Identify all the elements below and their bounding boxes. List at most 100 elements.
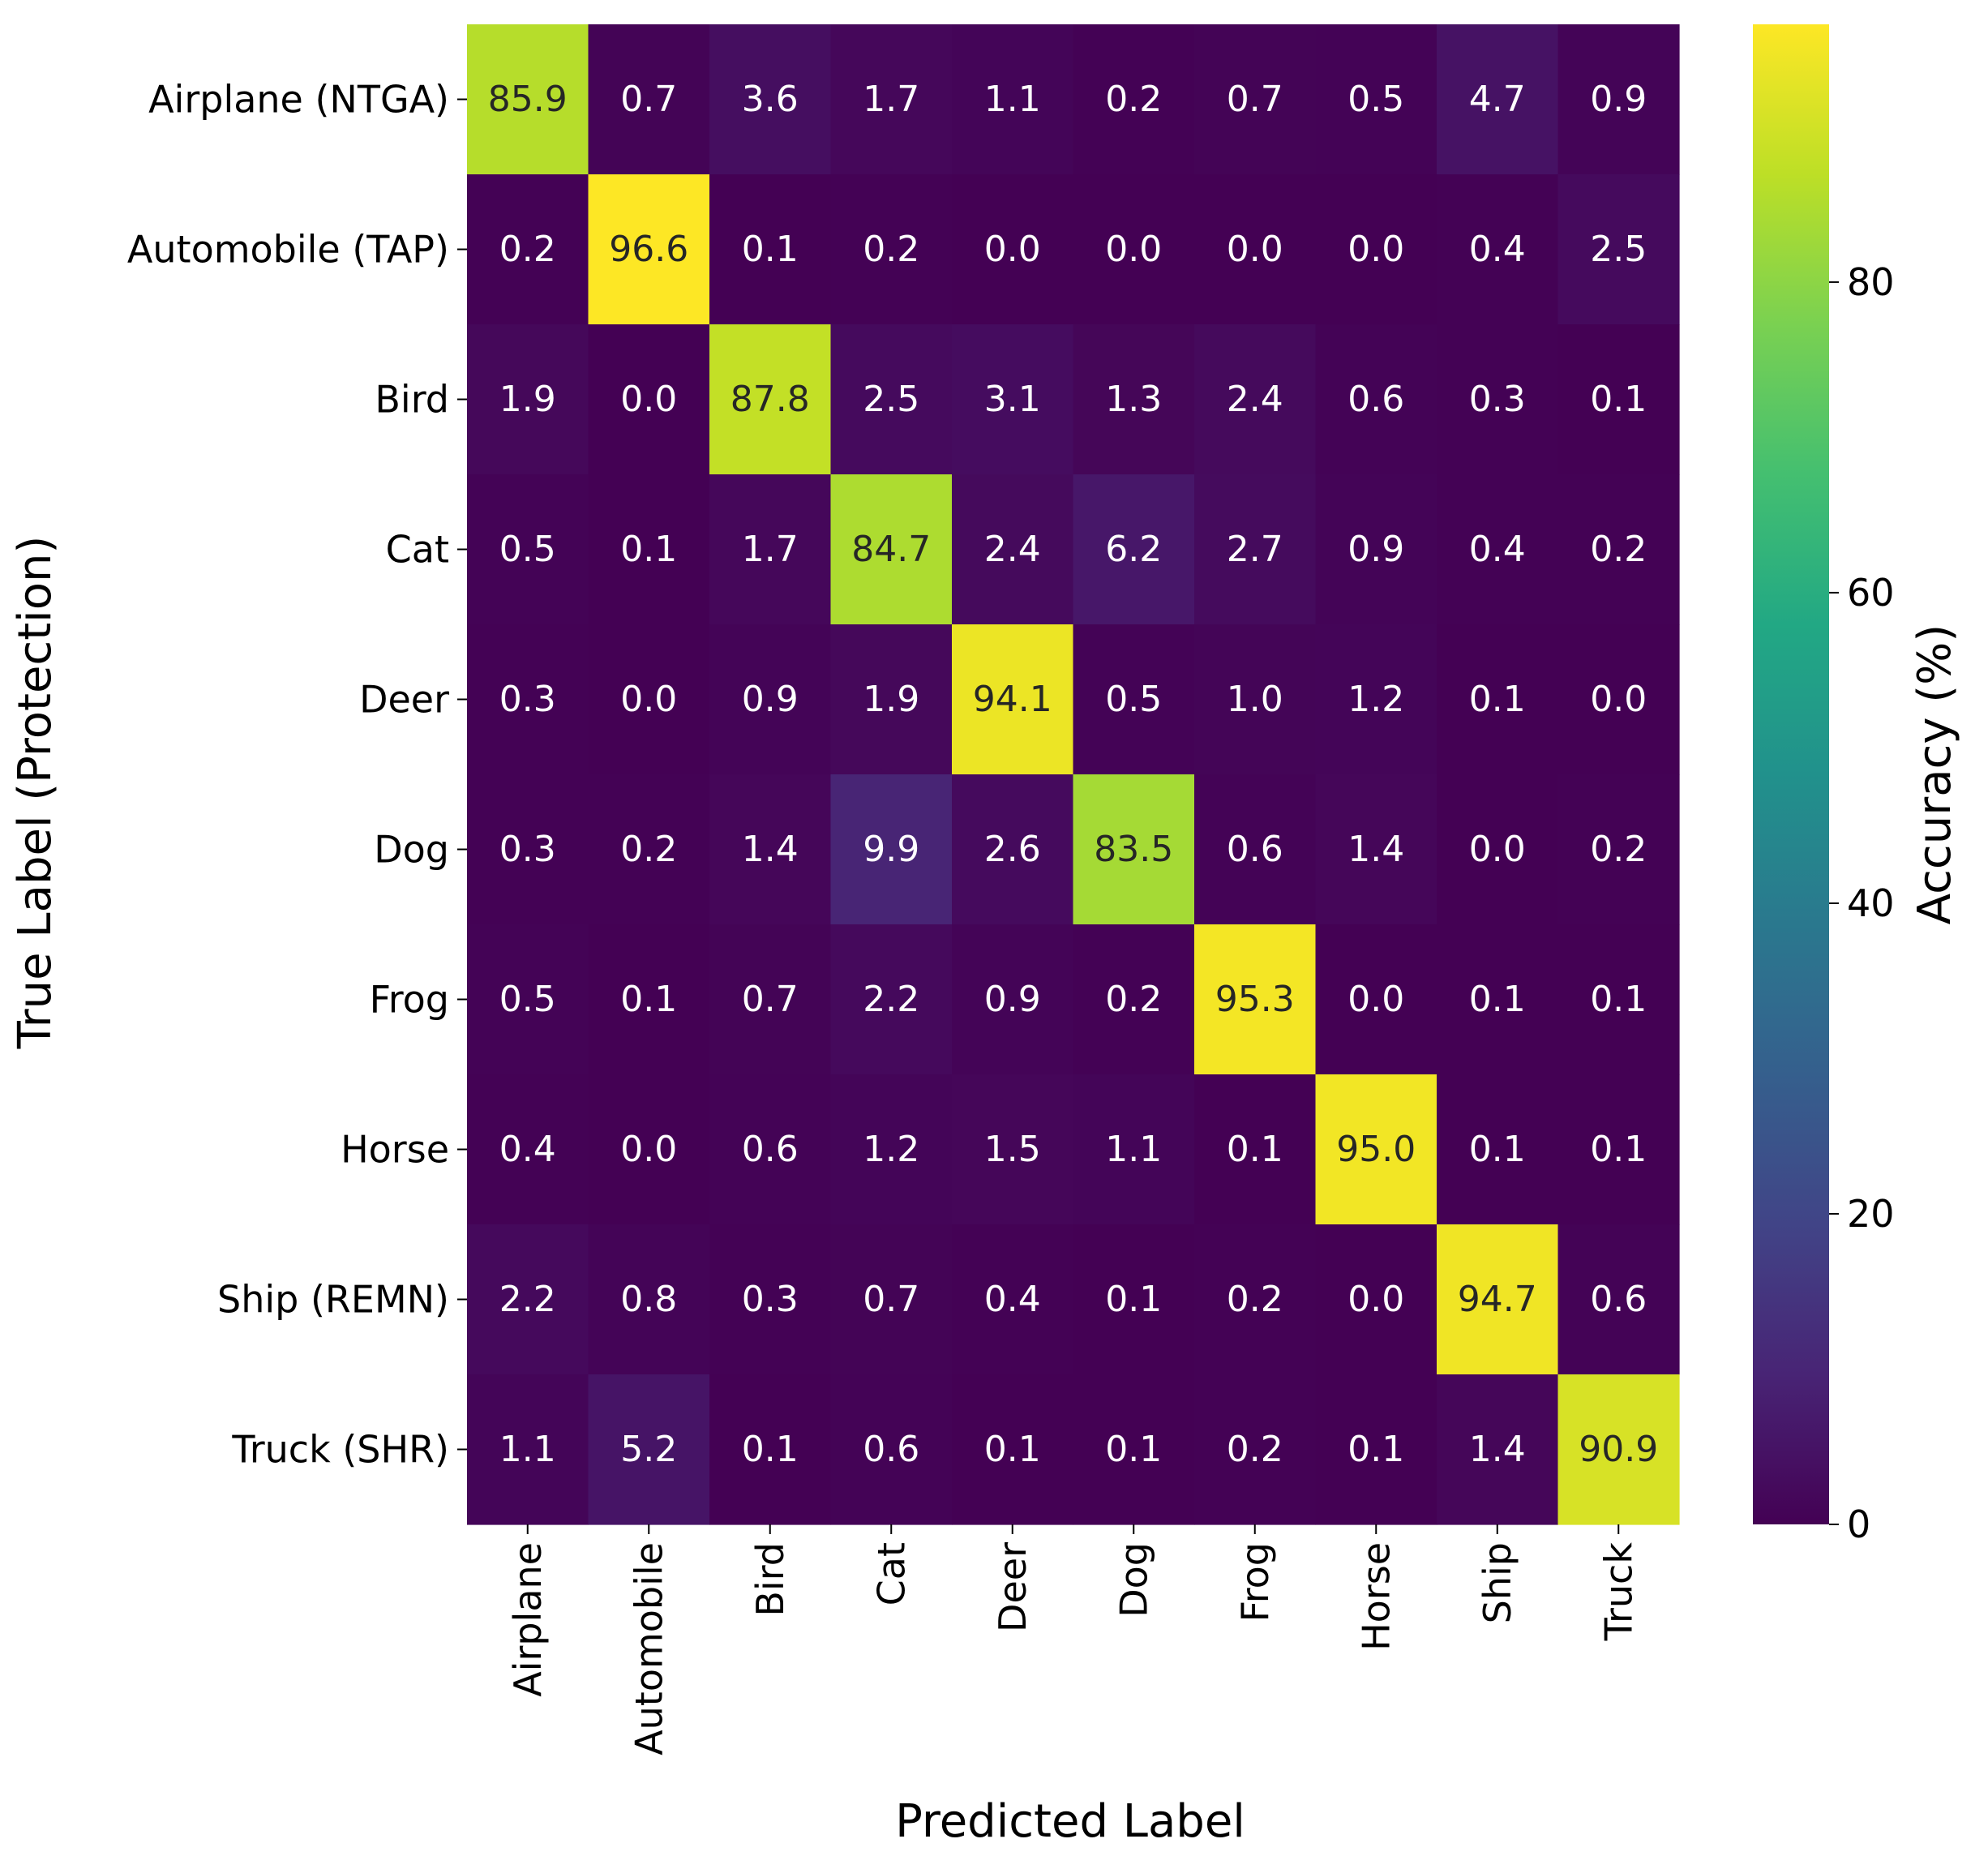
heatmap-cell [1315,624,1437,775]
heatmap-cell [952,1374,1074,1525]
cell-value-label: 0.2 [1590,529,1647,570]
cell-value-label: 0.2 [1590,829,1647,870]
heatmap-cell [1437,1074,1559,1225]
cell-value-label: 0.2 [1227,1279,1283,1320]
cell-value-label: 95.3 [1215,979,1295,1020]
cell-value-label: 0.1 [742,229,799,270]
cell-value-label: 90.9 [1579,1429,1658,1470]
cell-value-label: 0.4 [984,1279,1041,1320]
heatmap-cell [952,324,1074,475]
y-tick-label: Horse [341,1128,449,1172]
cell-value-label: 1.9 [499,379,556,420]
cell-value-label: 6.2 [1105,529,1162,570]
heatmap-cell [588,1224,710,1375]
cell-value-label: 83.5 [1094,829,1173,870]
heatmap-cell [467,774,589,925]
cell-value-label: 0.1 [1590,1129,1647,1170]
y-tick-label: Dog [374,828,449,872]
cell-value-label: 0.7 [620,79,677,120]
cell-value-label: 0.3 [1469,379,1526,420]
heatmap-cell [1073,324,1195,475]
cell-value-label: 85.9 [488,79,568,120]
heatmap-cell [830,474,953,625]
cell-value-label: 0.5 [1347,79,1404,120]
x-tick-label: Frog [1233,1542,1277,1622]
y-tick-label: Deer [359,678,449,722]
heatmap-cell [709,474,832,625]
x-tick-label: Dog [1112,1542,1155,1618]
cell-value-label: 0.1 [1227,1129,1283,1170]
heatmap-cell [467,324,589,475]
cell-value-label: 0.6 [1347,379,1404,420]
x-tick-label: Deer [991,1542,1035,1632]
heatmap-cell [588,924,710,1075]
y-tick-label: Airplane (NTGA) [148,78,449,122]
cell-value-label: 0.2 [499,229,556,270]
cell-value-label: 1.2 [863,1129,919,1170]
colorbar: 0 20 40 60 80 Accuracy (%) [1753,24,1961,1546]
heatmap-cell [952,1224,1074,1375]
y-tick-label: Frog [370,978,449,1022]
heatmap-cell [830,1074,953,1225]
x-tick-label: Bird [748,1542,792,1617]
heatmap-cell [1437,24,1559,175]
cell-value-label: 0.4 [499,1129,556,1170]
heatmap-cell [467,24,589,175]
colorbar-tick-label: 20 [1847,1192,1895,1236]
heatmap-cell [1557,624,1680,775]
cell-value-label: 1.1 [1105,1129,1162,1170]
heatmap-cell [1073,1074,1195,1225]
heatmap-cell [1073,174,1195,325]
heatmap: 85.9 0.7 3.6 1.7 1.1 0.2 0.7 0.5 4.7 0.9 0.2 96.6 0.… [467,24,1680,1525]
cell-value-label: 95.0 [1336,1129,1416,1170]
cell-value-label: 0.0 [1227,229,1283,270]
heatmap-cell [1073,1374,1195,1525]
cell-value-label: 0.3 [499,679,556,720]
x-tick-label: Cat [869,1542,913,1605]
cell-value-label: 0.2 [1105,79,1162,120]
heatmap-cell [1557,1374,1680,1525]
heatmap-cell [588,174,710,325]
heatmap-cell [1194,1074,1317,1225]
heatmap-cell [1194,174,1317,325]
heatmap-cell [1315,474,1437,625]
cell-value-label: 0.1 [1469,1129,1526,1170]
heatmap-cell [952,174,1074,325]
cell-value-label: 2.5 [863,379,919,420]
heatmap-cell [952,1074,1074,1225]
heatmap-cell [1315,1074,1437,1225]
cell-value-label: 0.0 [620,679,677,720]
heatmap-cell [1557,924,1680,1075]
heatmap-cell [709,1074,832,1225]
heatmap-cell [1437,1374,1559,1525]
cell-value-label: 0.1 [620,979,677,1020]
cell-value-label: 84.7 [851,529,931,570]
cell-value-label: 0.0 [620,1129,677,1170]
cell-value-label: 0.4 [1469,529,1526,570]
cell-value-label: 0.0 [1347,229,1404,270]
heatmap-cell [830,324,953,475]
y-tick-label: Automobile (TAP) [127,228,449,272]
x-tick-label: Horse [1354,1542,1398,1651]
colorbar-tick-label: 0 [1847,1502,1870,1546]
heatmap-cell [1315,1224,1437,1375]
cell-value-label: 0.1 [1469,679,1526,720]
cell-value-label: 2.6 [984,829,1041,870]
cell-value-label: 0.1 [1347,1429,1404,1470]
heatmap-cell [1315,174,1437,325]
heatmap-cell [709,774,832,925]
heatmap-cell [952,774,1074,925]
heatmap-cell [1194,624,1317,775]
cell-value-label: 3.1 [984,379,1041,420]
heatmap-cell [588,324,710,475]
cell-value-label: 2.2 [863,979,919,1020]
cell-value-label: 1.2 [1347,679,1404,720]
heatmap-cell [1073,924,1195,1075]
cell-value-label: 0.6 [863,1429,919,1470]
heatmap-cell [830,1374,953,1525]
heatmap-cell [467,174,589,325]
cell-value-label: 0.9 [984,979,1041,1020]
cell-value-label: 1.9 [863,679,919,720]
cell-value-label: 1.5 [984,1129,1041,1170]
